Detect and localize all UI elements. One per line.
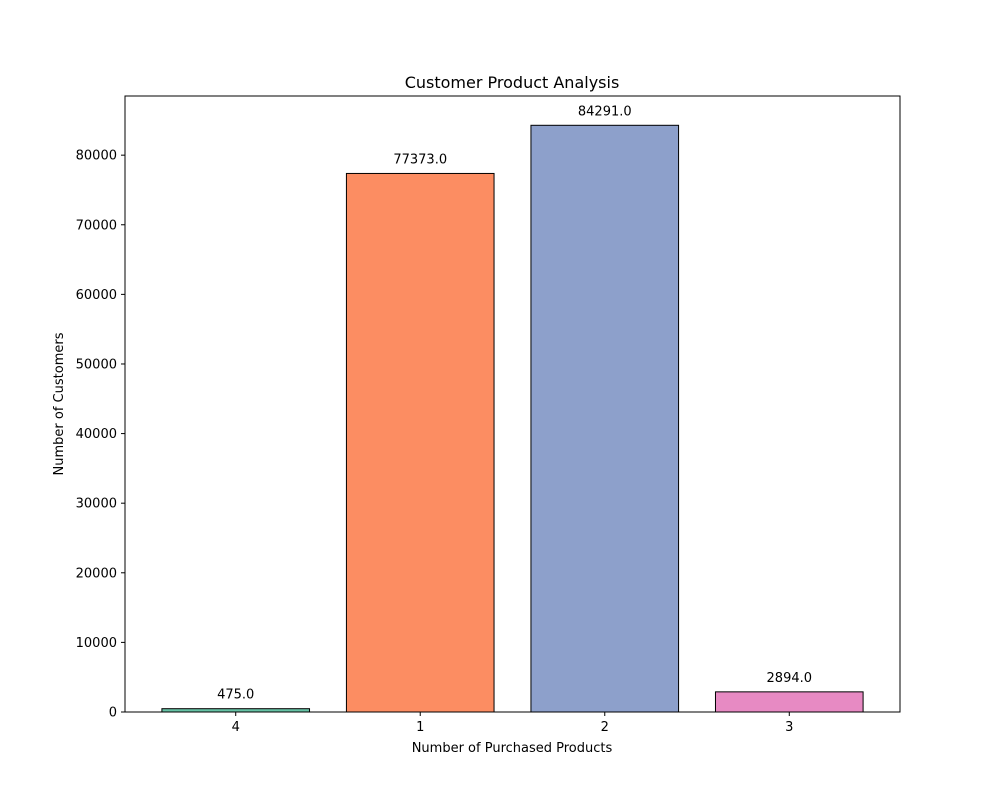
y-tick-label: 30000 — [76, 497, 117, 512]
chart-title: Customer Product Analysis — [405, 73, 620, 92]
y-tick-label: 10000 — [76, 636, 117, 651]
y-axis: 0 10000 20000 30000 40000 50000 60000 70000 8000… — [76, 149, 125, 721]
data-label-2: 84291.0 — [578, 104, 632, 119]
data-label-4: 475.0 — [217, 688, 254, 703]
y-tick-label: 80000 — [76, 149, 117, 164]
y-tick-label: 60000 — [76, 288, 117, 303]
data-label-3: 2894.0 — [767, 671, 813, 686]
bars-layer — [161, 124, 864, 713]
data-labels-layer: 475.0 77373.0 84291.0 2894.0 — [217, 104, 812, 702]
plot-area-frame — [124, 95, 901, 713]
y-tick-label: 70000 — [76, 218, 117, 233]
x-tick-label: 1 — [416, 720, 424, 735]
x-axis-label: Number of Purchased Products — [412, 741, 613, 756]
y-axis-label: Number of Customers — [52, 332, 67, 475]
x-tick-label: 2 — [601, 720, 609, 735]
bar-2 — [530, 124, 680, 713]
bar-1 — [345, 172, 495, 713]
y-tick-label: 0 — [109, 706, 117, 721]
x-tick-label: 3 — [785, 720, 793, 735]
bar-3 — [714, 691, 864, 713]
y-tick-label: 20000 — [76, 566, 117, 581]
y-tick-label: 50000 — [76, 357, 117, 372]
y-tick-label: 40000 — [76, 427, 117, 442]
data-label-1: 77373.0 — [393, 152, 447, 167]
x-tick-label: 4 — [232, 720, 240, 735]
x-axis: 4 1 2 3 — [232, 712, 793, 735]
